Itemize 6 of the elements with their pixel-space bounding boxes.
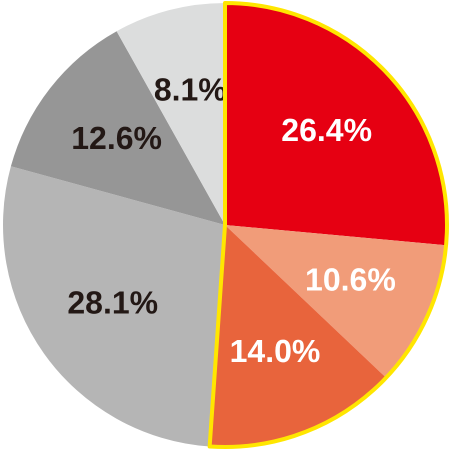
data-label: 26.4%	[281, 112, 372, 148]
data-label: 10.6%	[305, 262, 396, 298]
data-label: 8.1%	[154, 72, 227, 108]
data-label: 14.0%	[230, 333, 320, 370]
data-label: 12.6%	[71, 120, 162, 156]
data-label: 28.1%	[67, 284, 158, 320]
